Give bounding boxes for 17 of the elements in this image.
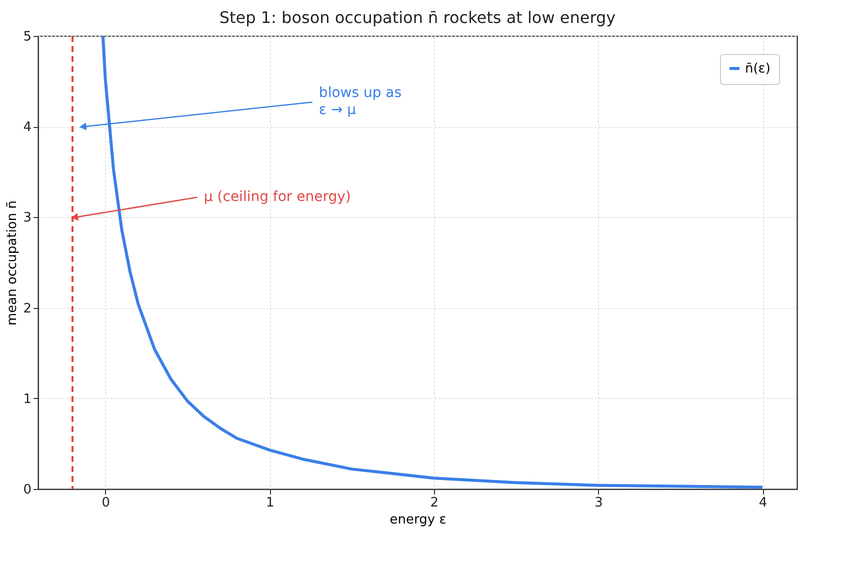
annotation: μ (ceiling for energy) (204, 189, 351, 206)
y-axis-title: mean occupation n̄ (5, 200, 20, 326)
x-tick-label: 2 (430, 496, 439, 510)
x-tick-label: 0 (102, 496, 110, 510)
x-tick-label: 4 (758, 496, 768, 510)
x-tick-label: 1 (266, 496, 274, 510)
y-tick-label: 5 (23, 30, 32, 44)
y-tick-label: 2 (23, 301, 32, 316)
legend-label: n̄(ε) (745, 62, 770, 76)
y-tick-label: 0 (23, 482, 32, 498)
chart-title: Step 1: boson occupation n̄ rockets at low energy (219, 8, 616, 27)
y-tick-label: 1 (23, 392, 32, 407)
x-axis-title: energy ε (390, 512, 446, 528)
y-tick-label: 4 (23, 120, 32, 136)
x-tick-label: 3 (594, 496, 603, 510)
y-tick-label: 3 (23, 210, 32, 226)
annotation: blows up as ε → μ (318, 84, 402, 118)
